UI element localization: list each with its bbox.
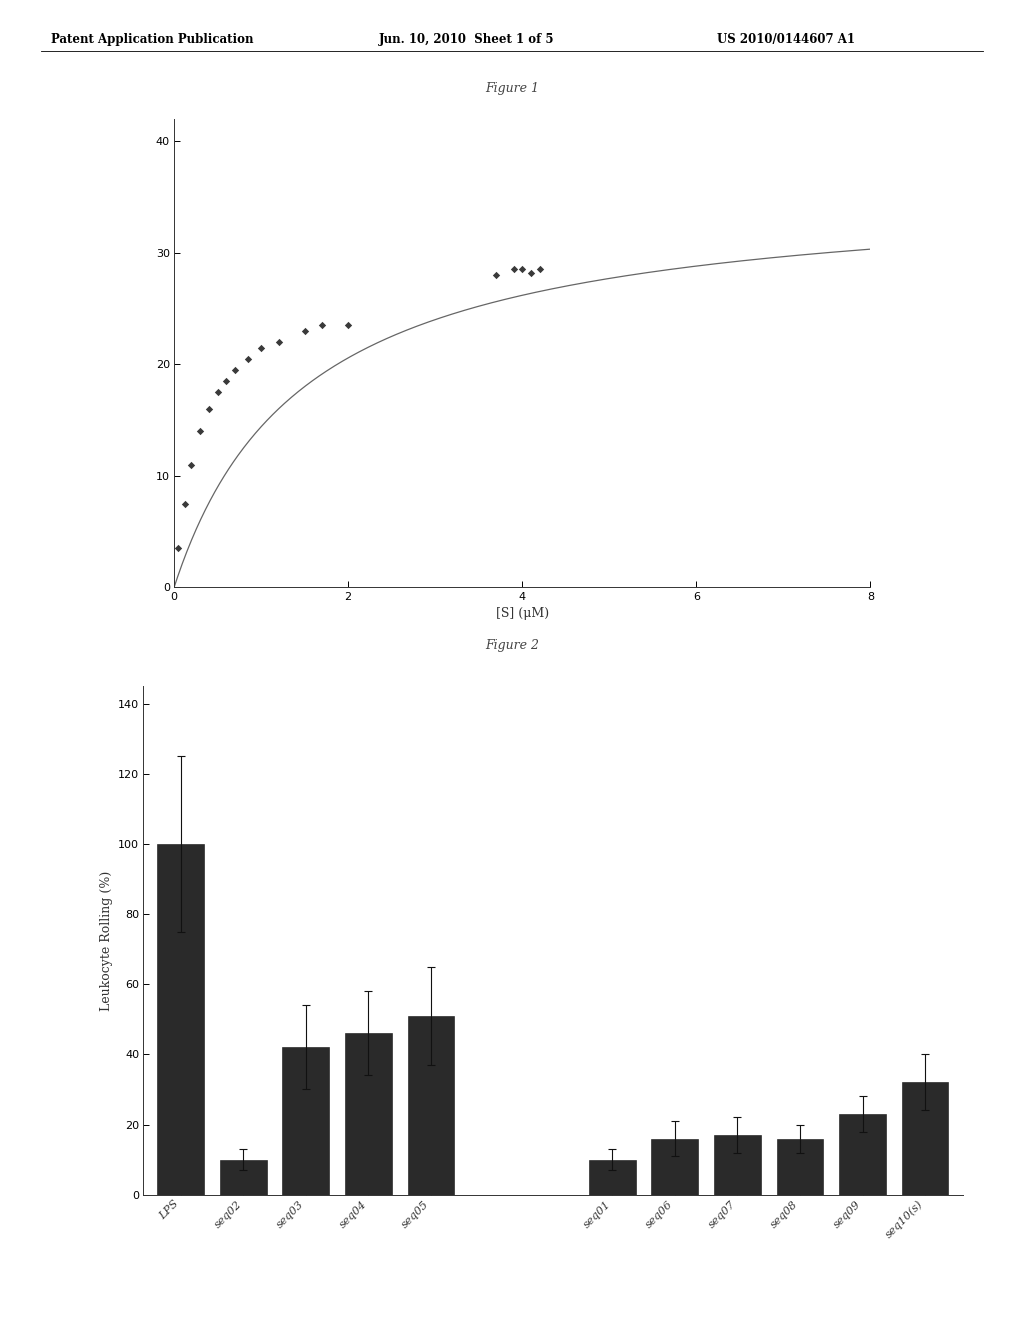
Bar (408, 1016, 455, 1195)
Point (240, 348, 256, 370)
Bar (901, 1082, 948, 1195)
Text: Jun. 10, 2010  Sheet 1 of 5: Jun. 10, 2010 Sheet 1 of 5 (379, 33, 554, 46)
Bar (345, 1034, 392, 1195)
Point (227, 359, 244, 380)
Point (297, 321, 313, 342)
Bar (651, 1139, 698, 1195)
X-axis label: [S] (μM): [S] (μM) (496, 607, 549, 620)
Bar (776, 1139, 823, 1195)
Text: Patent Application Publication: Patent Application Publication (51, 33, 254, 46)
Point (193, 421, 209, 442)
Bar (283, 1047, 330, 1195)
Bar (158, 843, 205, 1195)
Point (313, 314, 330, 335)
Point (253, 337, 269, 358)
Point (514, 259, 530, 280)
Bar (220, 1159, 267, 1195)
Point (218, 371, 234, 392)
Point (176, 494, 193, 515)
Point (270, 331, 287, 352)
Point (531, 259, 548, 280)
Text: US 2010/0144607 A1: US 2010/0144607 A1 (717, 33, 855, 46)
Point (522, 263, 539, 284)
Bar (839, 1114, 886, 1195)
Y-axis label: Leukocyte Rolling (%): Leukocyte Rolling (%) (99, 870, 113, 1011)
Text: Figure 1: Figure 1 (485, 82, 539, 95)
Point (201, 399, 217, 420)
Point (170, 537, 186, 558)
Bar (714, 1135, 761, 1195)
Point (210, 381, 226, 403)
Point (340, 314, 356, 335)
Point (183, 454, 200, 475)
Point (488, 264, 505, 285)
Point (506, 259, 522, 280)
Bar (589, 1159, 636, 1195)
Text: Figure 2: Figure 2 (485, 639, 539, 652)
